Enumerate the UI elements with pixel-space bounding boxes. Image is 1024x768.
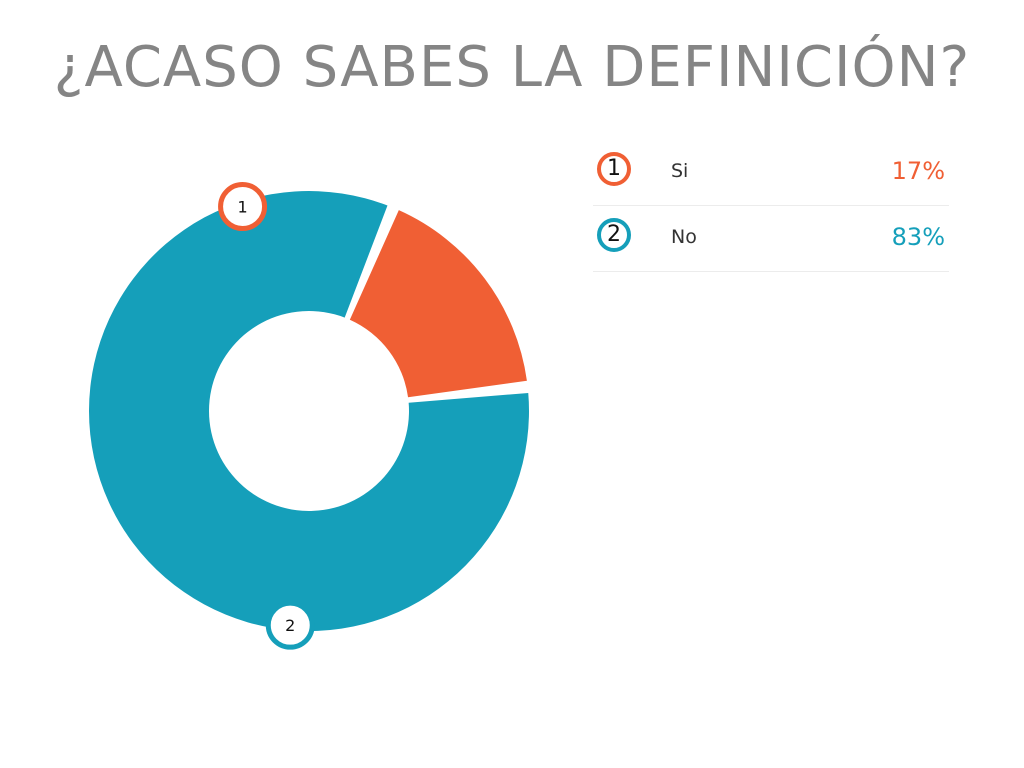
legend-item-no[interactable]: 2 No 83% (593, 206, 949, 272)
donut-marker-label: 1 (237, 198, 247, 217)
chart-title: ¿ACASO SABES LA DEFINICIÓN? (53, 35, 971, 100)
donut-marker-ring (218, 182, 268, 232)
legend-item-si[interactable]: 1 Si 17% (593, 140, 949, 206)
legend-label-si: Si (671, 160, 689, 182)
donut-marker-2: 2 (265, 600, 315, 650)
legend-marker-2: 2 (597, 218, 631, 252)
legend-marker-1: 1 (597, 152, 631, 186)
donut-marker-1: 1 (218, 182, 268, 232)
donut-marker-ring (265, 600, 315, 650)
legend-percent-no: 83% (891, 223, 945, 251)
donut-slice-no[interactable] (88, 190, 530, 631)
donut-chart: 12 (88, 182, 530, 650)
legend-label-no: No (671, 226, 697, 248)
chart-legend: 1 Si 17% 2 No 83% (593, 140, 949, 272)
donut-slice-si[interactable] (349, 210, 527, 398)
donut-marker-label: 2 (285, 616, 295, 635)
legend-percent-si: 17% (891, 157, 945, 185)
